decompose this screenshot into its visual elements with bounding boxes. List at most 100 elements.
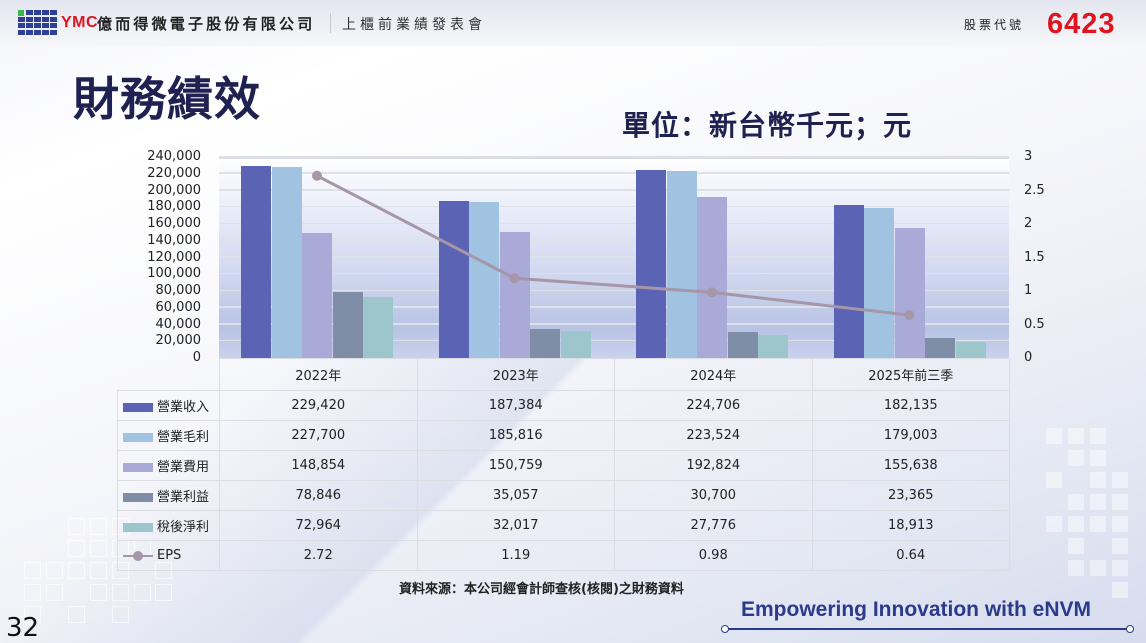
series-name: 稅後淨利: [157, 520, 210, 535]
bar: [636, 169, 666, 358]
data-source-note: 資料來源：本公司經會計師查核(核閱)之財務資料: [399, 582, 684, 597]
bar: [438, 201, 469, 358]
gridline: [219, 323, 1009, 325]
line-marker-icon: [123, 550, 153, 561]
y-tick-label: 180,000: [147, 199, 201, 215]
table-cell: 192,824: [614, 450, 813, 481]
table-row: 營業收入 229,420 187,384 224,706 182,135: [117, 390, 1010, 421]
series-name: EPS: [157, 548, 182, 563]
gridline: [219, 272, 1009, 275]
bar: [697, 196, 727, 358]
unit-label: 單位：新台幣千元；元: [622, 109, 913, 142]
table-row: 稅後淨利 72,964 32,017 27,776 18,913: [117, 510, 1010, 541]
table-cell: 148,854: [219, 450, 418, 481]
header-bar: YMC 億而得微電子股份有限公司 上櫃前業績發表會 股票代號 6423: [0, 0, 1146, 46]
bar: [758, 334, 788, 358]
table-cell: 0.64: [811, 540, 1010, 571]
table-cell: 78,846: [219, 480, 418, 511]
column-header: 2022年: [219, 358, 418, 391]
y-tick-label: 120,000: [147, 249, 201, 265]
table-cell: 2.72: [219, 540, 418, 571]
bar: [727, 332, 758, 358]
eps-point: [904, 310, 915, 321]
table-cell: 18,913: [811, 510, 1010, 541]
table-cell: 187,384: [416, 390, 615, 421]
gridline: [219, 172, 1009, 174]
bar: [864, 208, 894, 358]
table-row: 營業毛利 227,700 185,816 223,524 179,003: [117, 420, 1010, 451]
slogan-line-start-dot: [721, 625, 729, 633]
table-cell: 227,700: [219, 420, 418, 451]
table-row: 營業利益 78,846 35,057 30,700 23,365: [117, 480, 1010, 511]
legend-label: 營業費用: [117, 450, 220, 481]
y2-tick-label: 1: [1024, 283, 1033, 298]
y-tick-label: 40,000: [155, 316, 202, 332]
table-cell: 32,017: [416, 510, 615, 541]
table-corner: [117, 358, 220, 391]
eps-point: [707, 287, 717, 298]
y-tick-label: 220,000: [147, 165, 201, 181]
y2-tick-label: 3: [1024, 149, 1033, 164]
bar: [241, 165, 271, 358]
bar: [666, 170, 697, 358]
legend-label: EPS: [117, 540, 220, 571]
legend-label: 營業收入: [117, 390, 220, 421]
legend-label: 營業利益: [117, 480, 220, 511]
bar: [271, 167, 302, 358]
eps-line-series: [312, 170, 915, 321]
bar: [955, 342, 986, 358]
gridline: [219, 222, 1009, 224]
y-tick-label: 0: [192, 350, 201, 365]
table-row: EPS 2.72 1.19 0.98 0.64: [117, 540, 1010, 571]
legend-label: 營業毛利: [117, 420, 220, 451]
series-name: 營業費用: [157, 460, 210, 475]
bar: [363, 296, 393, 358]
bar: [302, 233, 332, 358]
chart-plot-area: [219, 155, 1009, 358]
brand-name: YMC: [61, 14, 99, 31]
table-cell: 23,365: [811, 480, 1010, 511]
y-tick-label: 80,000: [155, 283, 202, 298]
y2-tick-label: 1.5: [1024, 249, 1045, 265]
ymc-logo-icon: [18, 10, 58, 35]
column-header: 2023年: [416, 358, 615, 391]
bar: [833, 205, 864, 358]
gridline: [219, 339, 1009, 342]
slogan-line-end-dot: [1126, 625, 1134, 633]
y-tick-label: 60,000: [155, 299, 202, 315]
y-tick-label: 200,000: [147, 182, 201, 198]
gridline: [219, 306, 1009, 308]
y-tick-label: 240,000: [147, 149, 201, 164]
table-cell: 27,776: [614, 510, 813, 541]
table-cell: 223,524: [614, 420, 813, 451]
column-header: 2024年: [614, 358, 813, 391]
eps-point: [312, 170, 322, 181]
column-header: 2025年前三季: [811, 358, 1010, 391]
bar: [894, 227, 925, 358]
table-cell: 0.98: [614, 540, 813, 571]
gridline: [219, 239, 1009, 241]
eps-point: [509, 273, 520, 284]
page-number: 32: [6, 613, 40, 643]
table-cell: 229,420: [219, 390, 418, 421]
y2-tick-label: 2.5: [1024, 182, 1045, 198]
bar: [499, 231, 530, 358]
slogan-underline: [725, 628, 1130, 630]
table-cell: 185,816: [416, 420, 615, 451]
legend-swatch-icon: [123, 433, 153, 442]
series-name: 營業毛利: [157, 430, 210, 445]
table-cell: 30,700: [614, 480, 813, 511]
y2-tick-label: 2: [1024, 216, 1033, 231]
company-name: 億而得微電子股份有限公司: [97, 15, 316, 33]
y2-tick-label: 0.5: [1024, 316, 1045, 332]
legend-swatch-icon: [123, 403, 153, 412]
stock-code-label: 股票代號: [964, 18, 1025, 32]
table-cell: 182,135: [811, 390, 1010, 421]
table-cell: 224,706: [614, 390, 813, 421]
gridline: [219, 189, 1009, 191]
gridline: [219, 256, 1009, 258]
table-header-row: 2022年 2023年 2024年 2025年前三季: [117, 358, 1010, 391]
y-tick-label: 140,000: [147, 232, 201, 248]
series-name: 營業利益: [157, 490, 210, 505]
table-row: 營業費用 148,854 150,759 192,824 155,638: [117, 450, 1010, 481]
